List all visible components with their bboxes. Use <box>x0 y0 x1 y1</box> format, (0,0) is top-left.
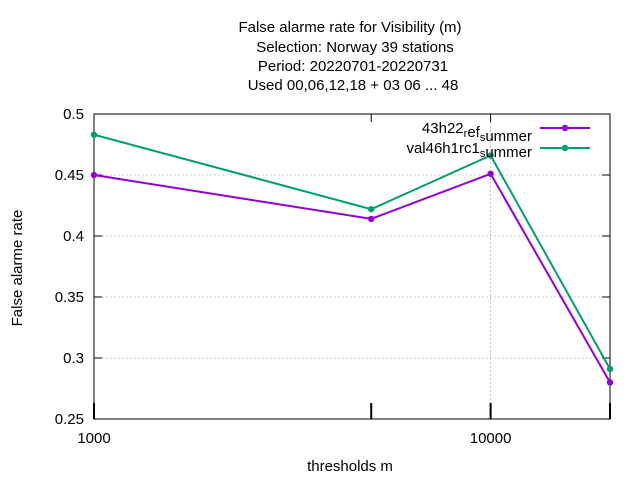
legend-item-1: 43h22refsummer <box>422 120 590 145</box>
legend-marker <box>561 144 569 152</box>
y-tick-label: 0.45 <box>55 167 84 184</box>
title-line-1: False alarme rate for Visibility (m) <box>238 19 461 36</box>
data-point <box>90 131 98 138</box>
series-2 <box>90 131 614 373</box>
data-point <box>606 365 614 373</box>
x-tick-label: 1000 <box>77 430 110 447</box>
legend-item-2: val46h1rc1summer <box>406 140 590 161</box>
chart-title: False alarme rate for Visibility (m) Sel… <box>238 19 461 94</box>
grid-lines <box>94 114 610 419</box>
legend-label: 43h22refsummer <box>422 120 532 145</box>
legend-marker <box>561 124 569 132</box>
data-point <box>90 171 98 179</box>
title-line-2: Selection: Norway 39 stations <box>256 39 454 56</box>
y-tick-label: 0.5 <box>63 106 84 123</box>
y-tick-label: 0.3 <box>63 350 84 367</box>
x-tick-label: 10000 <box>470 430 512 447</box>
title-line-3: Period: 20220701-20220731 <box>258 58 448 75</box>
data-point <box>368 215 375 223</box>
data-point <box>368 205 375 213</box>
plot-border <box>93 113 611 420</box>
series-line <box>93 133 611 370</box>
y-axis-label: False alarme rate <box>9 210 26 327</box>
data-series <box>90 131 614 386</box>
y-tick-label: 0.35 <box>55 289 84 306</box>
data-point <box>487 152 494 159</box>
data-point <box>606 379 614 386</box>
title-line-4: Used 00,06,12,18 + 03 06 ... 48 <box>248 77 459 94</box>
axis-ticks <box>93 113 611 420</box>
y-tick-label: 0.4 <box>63 228 84 245</box>
legend-label: val46h1rc1summer <box>406 140 532 161</box>
series-line <box>93 172 611 383</box>
y-tick-label: 0.25 <box>55 411 84 428</box>
x-axis-label: thresholds m <box>307 458 393 475</box>
data-point <box>487 170 494 177</box>
tick-labels: 0.25 0.3 0.35 0.4 0.45 0.5 1000 10000 <box>55 106 512 447</box>
series-1 <box>90 170 614 386</box>
